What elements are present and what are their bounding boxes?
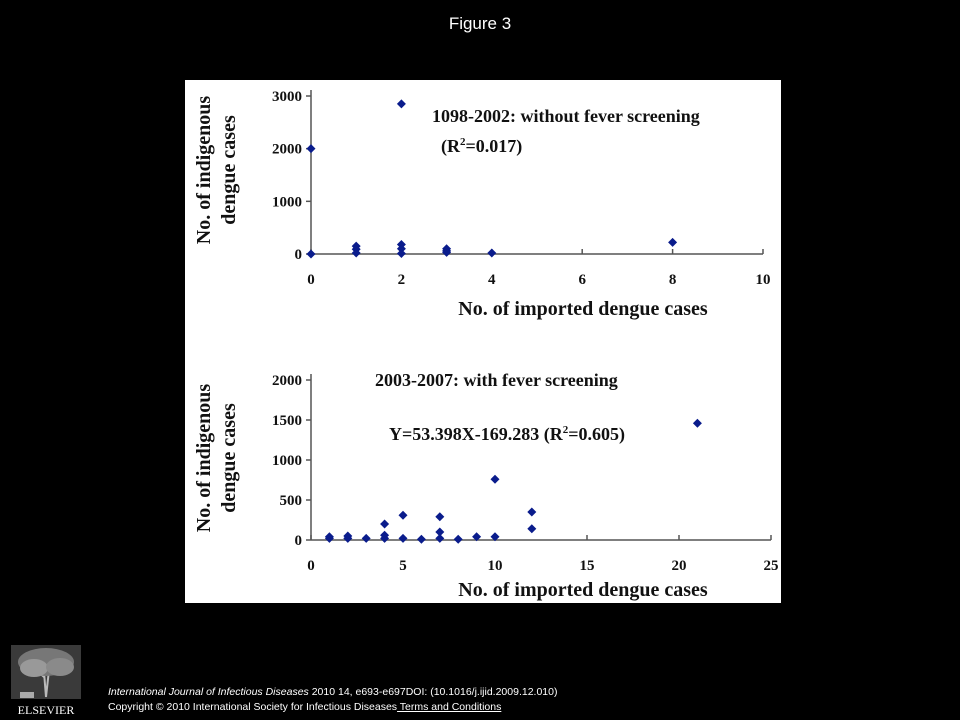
y-tick-label: 3000 [272, 89, 302, 105]
data-point [398, 510, 408, 520]
x-tick-label: 4 [488, 272, 496, 288]
data-point [527, 524, 537, 534]
data-point [487, 248, 497, 258]
data-point [453, 534, 463, 544]
x-tick-label: 8 [669, 272, 677, 288]
citation-line1: International Journal of Infectious Dise… [108, 685, 557, 700]
data-point [435, 527, 445, 537]
x-tick-label: 5 [399, 558, 407, 574]
y-tick-label: 500 [280, 493, 303, 509]
slide-title: Figure 3 [448, 14, 512, 33]
scatter-chart-bottom: No. of indigenous dengue cases 2003-2007… [193, 370, 779, 601]
data-point [324, 533, 334, 543]
data-point [380, 519, 390, 529]
citation-line2: Copyright © 2010 International Society f… [108, 700, 557, 715]
y-tick-label: 1500 [272, 413, 302, 429]
x-tick-label: 0 [307, 272, 315, 288]
data-point [472, 532, 482, 542]
data-points [324, 418, 702, 544]
y-axis-label-line1: No. of indigenous [193, 96, 215, 245]
x-axis-label: No. of imported dengue cases [458, 579, 708, 601]
journal-name: International Journal of Infectious Dise… [108, 686, 309, 698]
citation: International Journal of Infectious Dise… [108, 685, 557, 715]
x-tick-label: 0 [307, 558, 315, 574]
chart-equation: Y=53.398X-169.283 (R2=0.605) [389, 424, 625, 445]
x-tick-label: 20 [672, 558, 687, 574]
data-point [361, 533, 371, 543]
y-tick-label: 0 [295, 247, 303, 263]
axes: 0 500 1000 1500 2000 0 5 10 15 20 25 [272, 373, 779, 574]
data-point [692, 418, 702, 428]
x-tick-label: 15 [580, 558, 595, 574]
y-axis-label-line2: dengue cases [218, 115, 240, 225]
data-point [416, 534, 426, 544]
elsevier-logo: ELSEVIER [8, 642, 84, 718]
data-point [343, 533, 353, 543]
x-tick-label: 25 [764, 558, 779, 574]
y-axis-label-line2: dengue cases [218, 403, 240, 513]
data-point [435, 533, 445, 543]
svg-text:ELSEVIER: ELSEVIER [18, 703, 75, 717]
data-point [396, 99, 406, 109]
data-point [668, 237, 678, 247]
x-tick-label: 10 [488, 558, 503, 574]
chart-equation: (R2=0.017) [441, 136, 522, 157]
data-point [527, 507, 537, 517]
axes: 0 1000 2000 3000 0 2 4 6 8 10 [272, 89, 771, 288]
scatter-chart-top: No. of indigenous dengue cases 1098-2002… [193, 89, 771, 320]
data-point [442, 247, 452, 257]
y-tick-label: 0 [295, 533, 303, 549]
citation-details: 2010 14, e693-e697DOI: (10.1016/j.ijid.2… [308, 686, 558, 698]
y-tick-label: 2000 [272, 373, 302, 389]
chart-title: 1098-2002: without fever screening [432, 106, 700, 126]
data-point [351, 248, 361, 258]
x-tick-label: 10 [756, 272, 771, 288]
figure-panel: No. of indigenous dengue cases 1098-2002… [185, 80, 781, 603]
data-points [306, 99, 678, 259]
data-point [435, 512, 445, 522]
data-point [398, 533, 408, 543]
figure-svg: No. of indigenous dengue cases 1098-2002… [193, 89, 779, 601]
terms-and-conditions-link[interactable]: Terms and Conditions [397, 701, 502, 713]
y-axis-label-line1: No. of indigenous [193, 384, 215, 533]
chart-title: 2003-2007: with fever screening [375, 370, 618, 390]
x-tick-label: 6 [578, 272, 586, 288]
copyright-text: Copyright © 2010 International Society f… [108, 701, 398, 713]
y-tick-label: 1000 [272, 453, 302, 469]
x-axis-label: No. of imported dengue cases [458, 298, 708, 320]
data-point [396, 248, 406, 258]
data-point [306, 144, 316, 154]
y-tick-label: 1000 [272, 194, 302, 210]
data-point [380, 533, 390, 543]
data-point [306, 249, 316, 259]
data-point [396, 244, 406, 254]
y-tick-label: 2000 [272, 142, 302, 158]
x-tick-label: 2 [398, 272, 406, 288]
data-point [490, 532, 500, 542]
data-point [490, 474, 500, 484]
